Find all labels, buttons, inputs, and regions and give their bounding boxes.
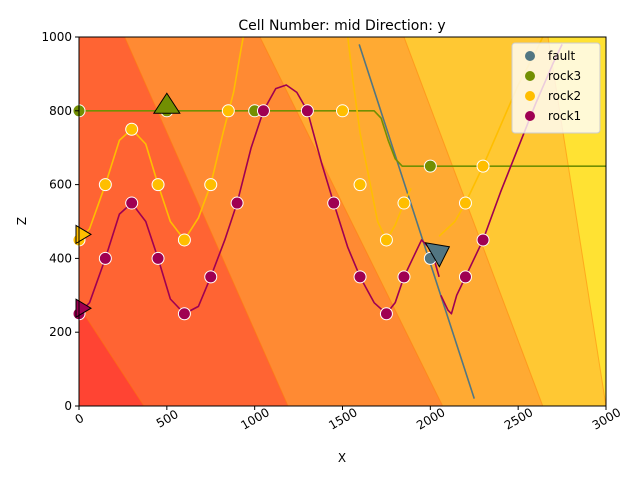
y-axis: 0 200 400 600 800 1000 [41,30,79,413]
rock1-point-3 [151,251,165,265]
rock2-point-9 [379,233,393,247]
fault-orientation-0 [424,242,451,268]
rock1-point-1 [98,251,112,265]
rock2-point-6 [221,104,235,118]
rock1-point-13 [458,270,472,284]
chart-title: Cell Number: mid Direction: y [238,18,445,34]
legend-marker-fault [525,51,535,61]
rock1-point-6 [230,196,244,210]
rock1-point-2 [125,196,139,210]
x-tick-label: 0 [73,411,87,427]
legend-marker-rock3 [525,71,535,81]
rock2-point-4 [177,233,191,247]
rock2-orientation-0 [75,224,92,245]
rock2-point-10 [397,196,411,210]
background-bands [79,37,606,406]
y-tick-label: 600 [49,178,72,192]
legend: fault rock3 rock2 rock1 [511,42,601,134]
rock3-orientation-0 [152,92,181,114]
y-tick-label: 0 [64,399,72,413]
rock2-point-3 [151,178,165,192]
rock2-point-1 [98,178,112,192]
rock1-orientation-0 [75,298,92,319]
rock1-point-5 [204,270,218,284]
band-boundary-3 [403,37,544,406]
legend-label-rock1: rock1 [548,109,581,123]
rock1-point-7 [256,104,270,118]
rock1-point-8 [300,104,314,118]
y-axis-label: Z [15,217,29,225]
rock2-line-b [346,37,412,241]
legend-label-rock2: rock2 [548,89,581,103]
y-tick-label: 200 [49,325,72,339]
band-boundary-1 [124,37,289,406]
fault-line [358,44,476,399]
x-axis: 0 500 1000 1500 2000 2500 3000 [73,405,624,432]
rock3-point-3 [423,159,437,173]
rock1-point-9 [327,196,341,210]
rock2-point-7 [336,104,349,118]
orientation-markers [75,92,451,319]
rock1-point-4 [177,307,191,321]
x-axis-label: X [338,451,346,465]
rock1-point-14 [476,233,490,247]
legend-box [511,42,601,134]
y-tick-label: 400 [49,251,72,265]
band-2 [124,37,443,406]
rock1-point-10 [353,270,367,284]
band-boundary-2 [259,37,444,406]
rock1-point-11 [379,307,393,321]
band-boundary-0 [79,305,145,406]
rock2-point-12 [476,159,490,173]
rock1-point-12 [397,270,411,284]
rock2-point-8 [353,178,367,192]
legend-label-fault: fault [548,49,576,63]
rock3-line [79,110,606,167]
x-tick-label: 500 [154,407,181,431]
y-tick-label: 800 [49,104,72,118]
rock2-point-2 [125,122,139,136]
rock2-point-5 [204,178,218,192]
legend-label-rock3: rock3 [548,69,581,83]
rock2-point-11 [458,196,472,210]
legend-marker-rock2 [525,91,535,101]
y-tick-label: 1000 [41,30,72,44]
legend-marker-rock1 [525,111,535,121]
